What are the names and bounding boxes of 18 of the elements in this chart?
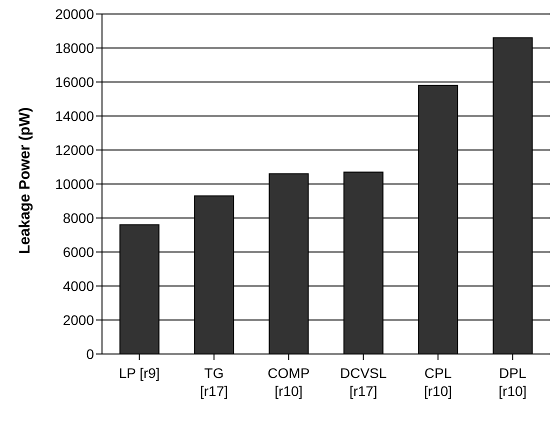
y-tick-label: 0 bbox=[86, 346, 94, 362]
x-tick-label: COMP [r10] bbox=[268, 365, 310, 399]
y-tick-label: 20000 bbox=[55, 6, 94, 22]
x-tick-label: CPL [r10] bbox=[424, 365, 452, 399]
x-tick-label: DCVSL [r17] bbox=[340, 365, 387, 399]
x-tick-label: DPL [r10] bbox=[498, 365, 527, 399]
y-tick-label: 14000 bbox=[55, 108, 94, 124]
y-axis-title: Leakage Power (pW) bbox=[16, 107, 34, 254]
y-tick-label: 2000 bbox=[62, 312, 94, 328]
x-tick-label: TG [r17] bbox=[200, 365, 228, 399]
y-tick-label: 16000 bbox=[55, 74, 94, 90]
y-tick-label: 10000 bbox=[55, 176, 94, 192]
y-tick-label: 4000 bbox=[62, 278, 94, 294]
y-tick-label: 18000 bbox=[55, 40, 94, 56]
y-tick-label: 6000 bbox=[62, 244, 94, 260]
x-tick-label: LP [r9] bbox=[118, 365, 160, 381]
y-tick-label: 12000 bbox=[55, 142, 94, 158]
y-tick-label: 8000 bbox=[62, 210, 94, 226]
